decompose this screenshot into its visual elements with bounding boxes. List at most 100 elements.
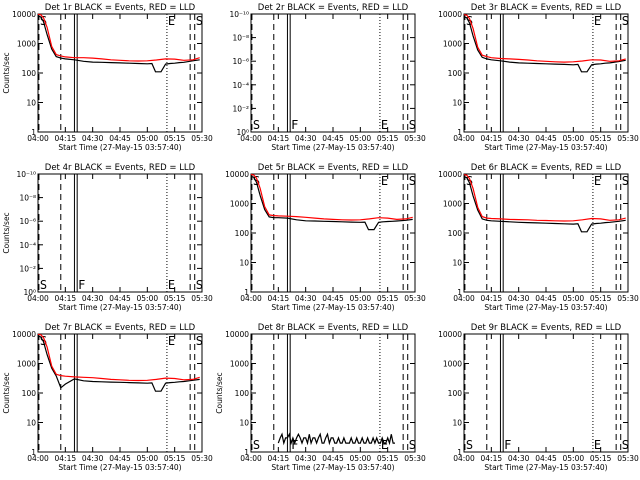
y-tick-label: 10: [452, 99, 462, 108]
x-tick-label: 04:45: [322, 454, 344, 463]
x-tick-label: 04:30: [82, 294, 104, 303]
x-tick-label: 04:30: [295, 134, 317, 143]
panel-title: Det 4r BLACK = Events, RED = LLD: [45, 163, 196, 173]
x-tick-label: 05:15: [164, 294, 186, 303]
x-tick-label: 05:30: [191, 454, 213, 463]
y-tick-label: 10000: [225, 170, 249, 179]
det-9r-chart: Det 9r BLACK = Events, RED = LLD 04:00 04:…: [438, 323, 639, 472]
y-tick-label: 1000: [443, 40, 462, 49]
x-tick-label: 04:30: [295, 294, 317, 303]
x-tick-label: 04:00: [240, 134, 262, 143]
x-tick-label: 04:45: [109, 454, 131, 463]
y-tick-label: 1000: [443, 360, 462, 369]
marker-label: S: [196, 278, 203, 292]
x-tick-label: 05:15: [377, 454, 399, 463]
marker-label: S: [196, 334, 203, 348]
y-tick-label: 10: [452, 259, 462, 268]
det-3r-series-events: [463, 16, 626, 73]
x-tick-label: 05:15: [377, 294, 399, 303]
marker-label: S: [253, 174, 260, 188]
panel-title: Det 1r BLACK = Events, RED = LLD: [45, 3, 196, 13]
marker-label: S: [466, 174, 473, 188]
marker-label: S: [466, 438, 473, 452]
x-tick-label: 05:30: [191, 134, 213, 143]
x-tick-label: 04:45: [535, 134, 557, 143]
marker-label: S: [253, 118, 260, 132]
x-tick-label: 05:00: [137, 134, 159, 143]
x-tick-label: 04:15: [268, 134, 290, 143]
y-tick-label: 1000: [17, 40, 36, 49]
y-tick-label: 1: [31, 448, 36, 457]
marker-label: E: [381, 118, 388, 132]
x-tick-label: 05:30: [404, 294, 426, 303]
x-tick-label: 05:30: [404, 134, 426, 143]
x-tick-label: 04:00: [453, 454, 475, 463]
marker-label: E: [594, 14, 601, 28]
det-1r-chart: Det 1r BLACK = Events, RED = LLD 04:00 04:…: [2, 3, 213, 152]
marker-label: E: [168, 278, 175, 292]
x-tick-label: 04:45: [109, 294, 131, 303]
det-3r-series-lld: [463, 14, 626, 63]
y-tick-label: 10000: [438, 330, 462, 339]
x-tick-label: 04:30: [82, 134, 104, 143]
marker-label: E: [168, 334, 175, 348]
det-3r-chart: Det 3r BLACK = Events, RED = LLD 04:00 04:…: [438, 3, 639, 152]
x-tick-label: 05:00: [350, 454, 372, 463]
x-tick-label: 04:00: [240, 454, 262, 463]
x-tick-label: 04:15: [481, 294, 503, 303]
y-tick-label: 1: [31, 128, 36, 137]
x-tick-label: 04:45: [535, 454, 557, 463]
x-axis-label: Start Time (27-May-15 03:57:40): [271, 303, 394, 312]
y-tick-label: 100: [448, 229, 463, 238]
x-axis-label: Start Time (27-May-15 03:57:40): [271, 463, 394, 472]
marker-label: F: [291, 118, 298, 132]
x-tick-label: 04:15: [55, 294, 77, 303]
x-axis-label: Start Time (27-May-15 03:57:40): [58, 463, 181, 472]
x-tick-label: 05:15: [377, 134, 399, 143]
det-6r-series-lld: [463, 174, 626, 222]
marker-label: E: [381, 174, 388, 188]
y-tick-label: 10⁻⁴: [19, 241, 36, 250]
x-tick-label: 05:30: [617, 454, 639, 463]
marker-label: S: [622, 438, 629, 452]
marker-label: F: [78, 278, 85, 292]
y-tick-label: 10⁻⁶: [232, 57, 249, 66]
y-tick-label: 10⁻⁶: [19, 217, 36, 226]
marker-label: S: [196, 14, 203, 28]
x-tick-label: 04:15: [55, 134, 77, 143]
y-tick-label: 100: [22, 389, 37, 398]
x-tick-label: 04:00: [27, 294, 49, 303]
y-tick-label: 10: [26, 99, 36, 108]
y-tick-label: 1: [457, 128, 462, 137]
y-tick-label: 10: [452, 419, 462, 428]
y-tick-label: 100: [448, 69, 463, 78]
x-tick-label: 04:30: [508, 454, 530, 463]
y-tick-label: 10⁻⁸: [232, 34, 249, 43]
x-tick-label: 05:15: [164, 454, 186, 463]
y-tick-label: 1: [244, 288, 249, 297]
x-tick-label: 05:00: [350, 134, 372, 143]
y-axis-label: Counts/sec: [215, 372, 224, 413]
y-tick-label: 1000: [443, 200, 462, 209]
y-axis-label: Counts/sec: [2, 212, 11, 253]
x-tick-label: 05:15: [590, 454, 612, 463]
marker-label: E: [381, 438, 388, 452]
x-tick-label: 05:15: [590, 294, 612, 303]
x-axis-label: Start Time (27-May-15 03:57:40): [484, 143, 607, 152]
panel-title: Det 6r BLACK = Events, RED = LLD: [471, 163, 622, 173]
y-tick-label: 1000: [230, 200, 249, 209]
x-tick-label: 05:30: [191, 294, 213, 303]
x-axis-label: Start Time (27-May-15 03:57:40): [58, 143, 181, 152]
x-axis-label: Start Time (27-May-15 03:57:40): [484, 463, 607, 472]
det-6r-series-events: [463, 176, 626, 233]
det-5r-chart: Det 5r BLACK = Events, RED = LLD 04:00 04:…: [225, 163, 426, 312]
y-tick-label: 10⁰: [236, 128, 249, 137]
panel-title: Det 8r BLACK = Events, RED = LLD: [258, 323, 409, 333]
x-tick-label: 04:00: [453, 134, 475, 143]
x-tick-label: 04:00: [453, 294, 475, 303]
x-tick-label: 04:15: [268, 294, 290, 303]
x-tick-label: 04:30: [508, 134, 530, 143]
y-tick-label: 100: [22, 69, 37, 78]
det-5r-series-lld: [250, 173, 413, 221]
